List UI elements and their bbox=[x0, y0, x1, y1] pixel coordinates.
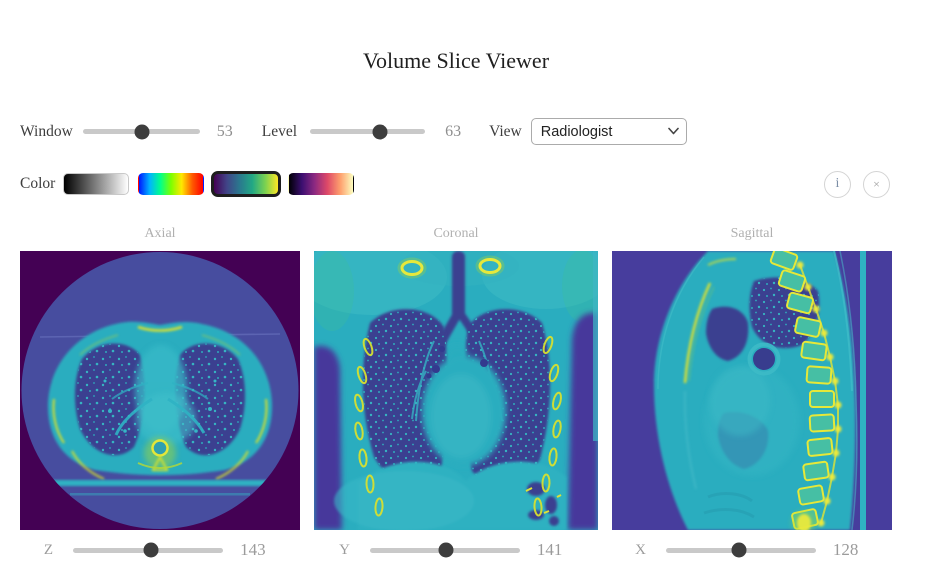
window-value: 53 bbox=[216, 122, 233, 140]
colormap-swatches bbox=[63, 171, 355, 197]
z-slider-value: 143 bbox=[240, 540, 266, 559]
window-slider[interactable] bbox=[82, 124, 200, 139]
level-label: Level bbox=[261, 122, 298, 140]
axial-view-column: Axial bbox=[20, 226, 300, 560]
controls-row-2: Color i × bbox=[20, 170, 890, 198]
z-slider-thumb[interactable] bbox=[143, 542, 159, 558]
coronal-slice-image bbox=[314, 251, 598, 530]
z-axis-label: Z bbox=[43, 541, 54, 558]
level-slider[interactable] bbox=[310, 124, 426, 139]
level-value: 63 bbox=[445, 122, 462, 140]
view-select[interactable]: Radiologist bbox=[530, 118, 687, 145]
x-axis-label: X bbox=[635, 541, 646, 558]
viridis-colormap-swatch[interactable] bbox=[211, 171, 282, 197]
x-slider-row: X 128 bbox=[612, 540, 892, 560]
sagittal-view-title: Sagittal bbox=[730, 226, 774, 241]
axial-slice-image bbox=[20, 251, 300, 530]
level-slider-thumb[interactable] bbox=[372, 124, 388, 139]
x-slider[interactable] bbox=[665, 542, 816, 558]
y-axis-label: Y bbox=[339, 541, 350, 558]
x-slider-thumb[interactable] bbox=[731, 542, 747, 558]
grayscale-colormap-swatch[interactable] bbox=[63, 173, 130, 195]
corner-buttons: i × bbox=[824, 170, 890, 198]
view-select-wrap: Radiologist bbox=[530, 118, 687, 145]
y-slider-thumb[interactable] bbox=[438, 542, 454, 558]
window-label: Window bbox=[20, 122, 73, 140]
window-slider-thumb[interactable] bbox=[134, 124, 150, 139]
z-slider[interactable] bbox=[73, 542, 224, 558]
slice-views: Axial bbox=[20, 226, 892, 560]
z-slider-row: Z 143 bbox=[20, 540, 300, 560]
color-label: Color bbox=[20, 175, 56, 192]
coronal-view-title: Coronal bbox=[433, 226, 479, 241]
view-label: View bbox=[489, 122, 522, 140]
axial-view-title: Axial bbox=[144, 226, 176, 241]
y-slider-row: Y 141 bbox=[314, 540, 598, 560]
sagittal-view-column: Sagittal bbox=[612, 226, 892, 560]
controls-row-1: Window 53 Level 63 View Radiologist bbox=[20, 118, 890, 145]
level-slider-track[interactable] bbox=[310, 129, 426, 134]
info-button[interactable]: i bbox=[824, 170, 851, 198]
x-slider-value: 128 bbox=[832, 540, 859, 559]
y-slider-value: 141 bbox=[536, 540, 563, 559]
sagittal-slice-image bbox=[612, 251, 892, 530]
coronal-view-column: Coronal bbox=[314, 226, 598, 560]
y-slider[interactable] bbox=[369, 542, 520, 558]
close-button[interactable]: × bbox=[863, 170, 890, 198]
jet-colormap-swatch[interactable] bbox=[138, 173, 205, 195]
magma-colormap-swatch[interactable] bbox=[288, 173, 355, 195]
page-title: Volume Slice Viewer bbox=[362, 48, 550, 73]
